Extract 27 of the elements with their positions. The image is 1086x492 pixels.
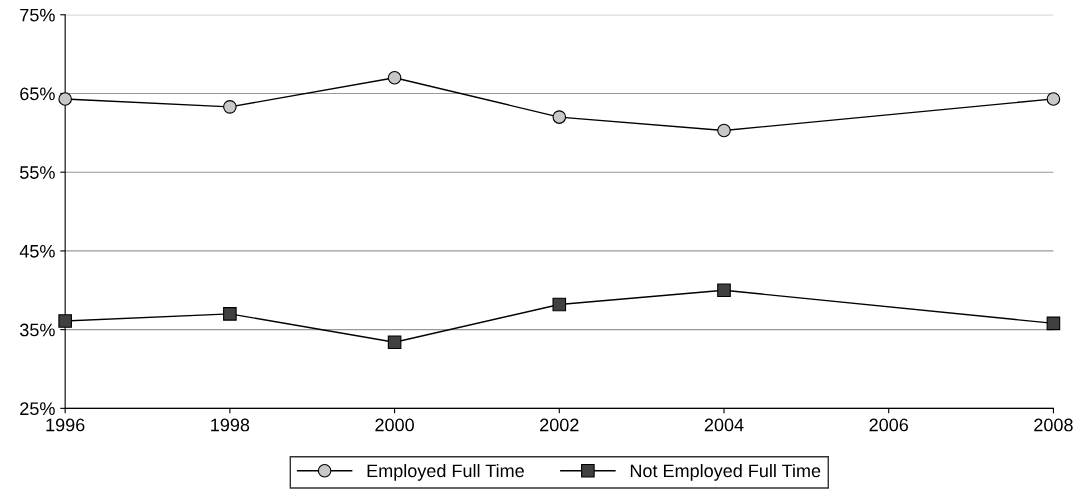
point bbox=[387, 70, 402, 85]
y-tick-label: 25% bbox=[20, 402, 55, 416]
x-tick-label: 2002 bbox=[540, 418, 579, 432]
point bbox=[1046, 316, 1061, 331]
x-tick-label: 2004 bbox=[704, 418, 744, 432]
point bbox=[58, 314, 72, 328]
legend-label: Not Employed Full Time bbox=[630, 463, 821, 481]
x-tick-label: 1998 bbox=[211, 418, 250, 432]
x-tick-label: 2000 bbox=[375, 418, 414, 432]
point bbox=[717, 123, 731, 138]
x-tick-label: 2006 bbox=[869, 418, 908, 432]
y-tick-label: 45% bbox=[19, 244, 55, 258]
point bbox=[223, 307, 237, 321]
y-tick-label: 75% bbox=[20, 8, 55, 22]
point bbox=[387, 335, 402, 350]
y-tick-label: 65% bbox=[20, 87, 55, 101]
point bbox=[58, 92, 72, 106]
point bbox=[1046, 92, 1061, 106]
legend-label: Employed Full Time bbox=[367, 463, 524, 481]
y-tick-label: 35% bbox=[19, 323, 55, 337]
x-tick-label: 1996 bbox=[46, 418, 85, 432]
point bbox=[717, 283, 731, 298]
point bbox=[552, 297, 567, 312]
x-tick-label: 2008 bbox=[1034, 418, 1073, 432]
point bbox=[552, 110, 567, 124]
point bbox=[223, 100, 237, 114]
y-tick-label: 55% bbox=[20, 166, 55, 179]
